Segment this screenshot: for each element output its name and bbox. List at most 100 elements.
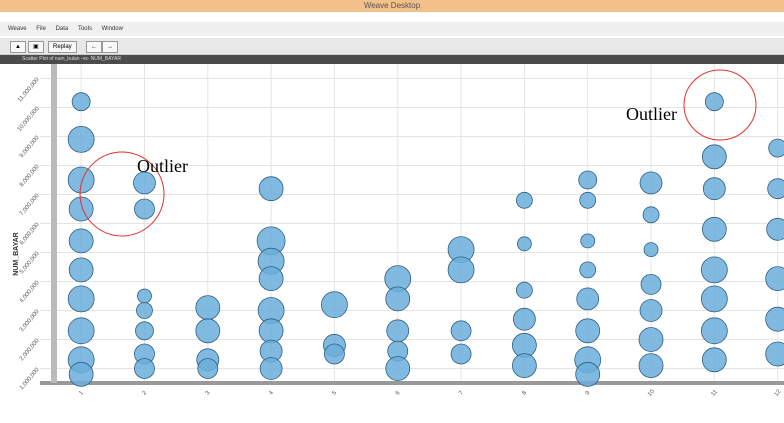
scatter-chart: 1,000,000 2,000,000 3,000,000 4,000,000 5,00…	[13, 64, 784, 398]
point	[768, 138, 784, 158]
point	[638, 327, 664, 352]
point	[258, 176, 284, 202]
point	[450, 320, 472, 342]
save-button[interactable]: ▣	[28, 41, 44, 53]
eject-button[interactable]: ▲	[10, 41, 26, 53]
back-button[interactable]: ←	[86, 41, 102, 53]
point	[639, 171, 663, 195]
x-tick-label: 9	[585, 390, 592, 397]
menu-bar: Weave File Data Tools Window	[0, 22, 784, 36]
x-tick-label: 8	[521, 390, 528, 397]
y-axis-label: NUM_BAYAR	[13, 232, 20, 275]
y-tick-label: 5,000,000	[19, 250, 41, 275]
point	[766, 217, 784, 241]
point	[71, 92, 91, 112]
y-tick-label: 11,000,000	[17, 76, 41, 103]
point	[580, 233, 596, 249]
point	[450, 343, 472, 365]
point	[259, 357, 283, 380]
point	[639, 299, 663, 322]
point	[197, 358, 219, 379]
x-tick-label: 12	[774, 388, 783, 397]
point	[68, 257, 94, 283]
point	[134, 358, 155, 379]
highlight-circle	[79, 151, 165, 237]
point	[195, 295, 221, 321]
point	[638, 353, 664, 379]
point	[701, 347, 727, 373]
point	[385, 286, 411, 312]
point	[700, 317, 728, 345]
point	[515, 191, 533, 209]
point	[68, 196, 94, 222]
x-tick-label: 7	[458, 390, 465, 397]
point	[516, 236, 532, 252]
menu-item[interactable]: File	[36, 26, 46, 32]
x-tick-label: 1	[78, 390, 85, 397]
point	[135, 321, 154, 341]
annotation: Outlier	[626, 104, 677, 124]
point	[702, 177, 726, 201]
point	[512, 307, 536, 331]
point	[133, 171, 156, 195]
point	[579, 191, 597, 209]
point	[576, 287, 600, 311]
panel-title: Scatter Plot of num_bulan -vs- NUM_BAYAR	[0, 55, 784, 64]
forward-button[interactable]: →	[102, 41, 118, 53]
point	[575, 318, 601, 344]
point	[765, 306, 784, 332]
menu-item[interactable]: Tools	[77, 26, 92, 32]
y-tick-label: 8,000,000	[19, 163, 41, 188]
annotation: Outlier	[137, 156, 188, 176]
point	[704, 92, 724, 112]
point	[701, 144, 727, 170]
point	[136, 302, 153, 319]
point	[67, 166, 95, 194]
point	[67, 317, 95, 345]
panel-title-text: Scatter Plot of num_bulan -vs- NUM_BAYAR	[22, 56, 122, 62]
x-tick-label: 2	[142, 390, 149, 397]
point	[134, 198, 155, 220]
point	[447, 256, 475, 284]
menu-item[interactable]: Window	[101, 26, 123, 32]
point	[258, 318, 284, 344]
menu-item[interactable]: Weave	[8, 26, 27, 32]
title-bar: Weave Desktop	[0, 0, 784, 12]
x-tick-label: 11	[710, 389, 719, 398]
point	[701, 216, 727, 242]
point	[386, 319, 410, 343]
menu-item[interactable]: Data	[55, 26, 69, 32]
y-tick-label: 9,000,000	[19, 134, 41, 159]
point	[578, 170, 598, 190]
point	[700, 285, 728, 313]
replay-button[interactable]: Replay	[48, 41, 77, 53]
point	[642, 206, 660, 224]
y-tick-label: 4,000,000	[19, 279, 41, 304]
toolbar: ▲ ▣ Replay ← →	[0, 38, 784, 55]
point	[765, 341, 784, 367]
point	[321, 291, 348, 319]
point	[767, 178, 784, 200]
point	[68, 228, 94, 254]
y-tick-label: 10,000,000	[17, 105, 41, 132]
point	[68, 361, 94, 387]
x-tick-label: 10	[647, 388, 656, 397]
x-tick-label: 5	[332, 390, 339, 397]
x-tick-label: 4	[268, 390, 275, 397]
y-tick-label: 2,000,000	[19, 337, 41, 362]
point	[579, 261, 597, 279]
point	[258, 266, 284, 292]
x-tick-label: 3	[205, 390, 212, 397]
point	[67, 126, 95, 153]
point	[765, 266, 784, 291]
highlight-circle	[683, 69, 757, 141]
y-tick-label: 3,000,000	[19, 308, 41, 333]
point	[640, 273, 662, 295]
point	[575, 361, 601, 387]
y-tick-label: 7,000,000	[19, 192, 41, 217]
point	[137, 288, 152, 304]
point	[700, 256, 728, 284]
y-tick-label: 1,000,000	[19, 366, 41, 391]
point	[324, 343, 345, 365]
